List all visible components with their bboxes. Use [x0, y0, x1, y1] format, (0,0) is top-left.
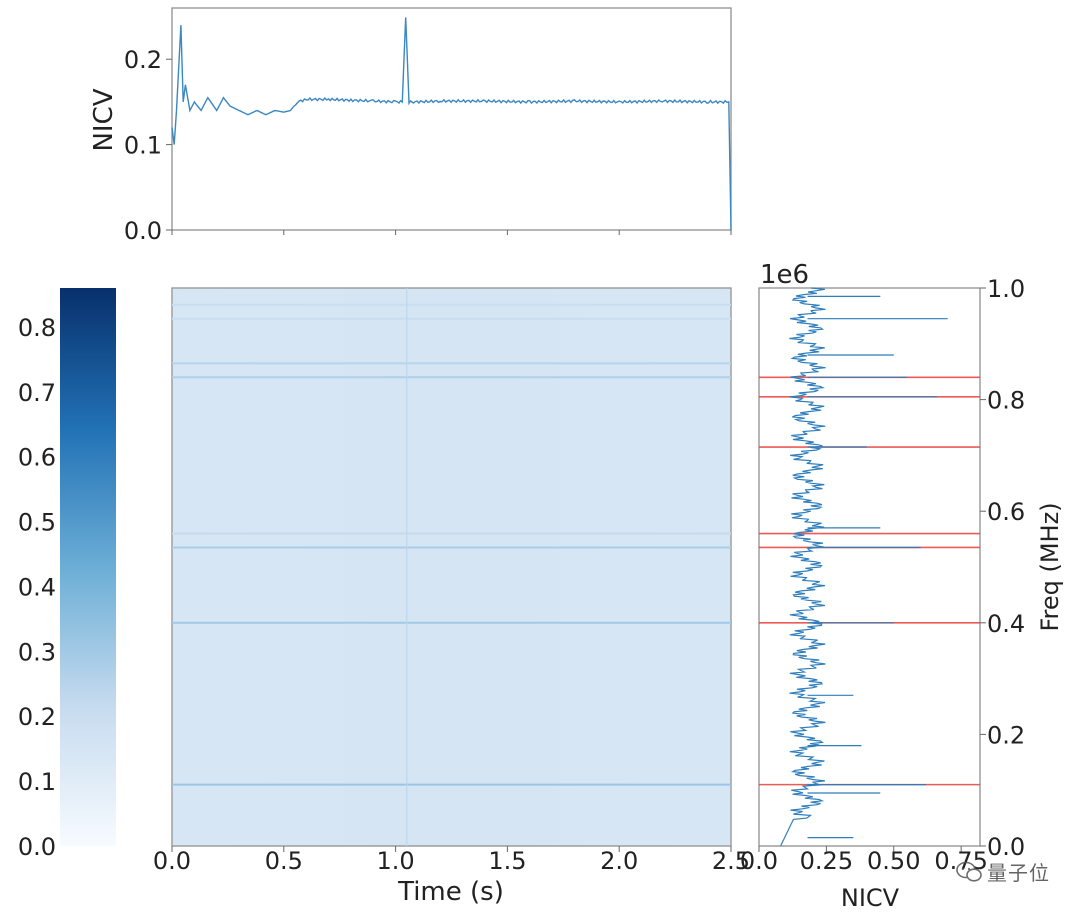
top-plot-frame [171, 7, 732, 231]
spectrum-x-tick-label: 0.25 [800, 847, 853, 875]
watermark-text: 量子位 [987, 861, 1050, 885]
top-nicv-plot: 0.0 0.1 0.2 NICV [89, 7, 732, 245]
spectrum-y-tick-label: 0.2 [987, 721, 1025, 749]
heatmap-bright-rows [172, 288, 731, 846]
watermark: 量子位 [955, 857, 1050, 886]
spectrum-y-tick-label: 0.6 [987, 498, 1025, 526]
spectrum-x-axis-label: NICV [841, 884, 900, 912]
spectrum-ticks: 0.00.20.40.60.81.00.0 0.25 0.50 0.75 [740, 275, 1025, 875]
heatmap-x-ticks: 0.0 0.5 1.0 1.5 2.0 2.5 [153, 846, 750, 875]
colorbar: 0.0 0.1 0.2 0.3 0.4 0.5 0.6 0.7 0.8 [18, 288, 116, 861]
spectrum-plot: 0.00.20.40.60.81.00.0 0.25 0.50 0.75 1e6 Fr… [740, 260, 1064, 912]
heatmap-x-tick-label: 2.5 [712, 847, 750, 875]
colorbar-tick-label: 0.1 [18, 768, 56, 796]
colorbar-tick-label: 0.5 [18, 509, 56, 537]
spectrum-offset-label: 1e6 [760, 260, 809, 290]
top-y-tick-label: 0.2 [124, 46, 162, 74]
spectrum-frame [758, 287, 981, 847]
spectrum-y-axis-label: Freq (MHz) [1036, 502, 1064, 631]
colorbar-tick-label: 0.8 [18, 314, 56, 342]
heatmap-x-tick-label: 2.0 [600, 847, 638, 875]
spectrum-y-tick-label: 0.8 [987, 387, 1025, 415]
top-y-tick-label: 0.1 [124, 132, 162, 160]
colorbar-tick-label: 0.4 [18, 573, 56, 601]
wechat-logo-icon [956, 861, 982, 882]
spectrum-y-tick-label: 0.0 [987, 833, 1025, 861]
spectrum-nicv-line [780, 287, 948, 847]
colorbar-ticks: 0.0 0.1 0.2 0.3 0.4 0.5 0.6 0.7 0.8 [18, 314, 56, 861]
heatmap-x-axis-label: Time (s) [397, 877, 504, 907]
colorbar-tick-label: 0.6 [18, 444, 56, 472]
colorbar-tick-label: 0.0 [18, 833, 56, 861]
spectrum-y-tick-label: 1.0 [987, 275, 1025, 303]
heatmap-plot: 0.0 0.5 1.0 1.5 2.0 2.5 Time (s) [153, 287, 750, 907]
spectrum-x-tick-label: 0.0 [740, 847, 778, 875]
colorbar-tick-label: 0.7 [18, 379, 56, 407]
top-plot-ticks: 0.0 0.1 0.2 [124, 46, 732, 245]
heatmap-texture [172, 288, 731, 846]
spectrum-y-tick-label: 0.4 [987, 610, 1025, 638]
heatmap-x-tick-label: 0.5 [265, 847, 303, 875]
colorbar-gradient [60, 288, 116, 846]
heatmap-x-tick-label: 1.5 [488, 847, 526, 875]
top-nicv-line [171, 17, 732, 231]
spectrum-x-tick-label: 0.50 [867, 847, 920, 875]
heatmap-x-tick-label: 1.0 [377, 847, 415, 875]
heatmap-x-tick-label: 0.0 [153, 847, 191, 875]
top-y-axis-label: NICV [89, 88, 119, 151]
top-y-tick-label: 0.0 [124, 217, 162, 245]
colorbar-tick-label: 0.2 [18, 703, 56, 731]
colorbar-tick-label: 0.3 [18, 638, 56, 666]
